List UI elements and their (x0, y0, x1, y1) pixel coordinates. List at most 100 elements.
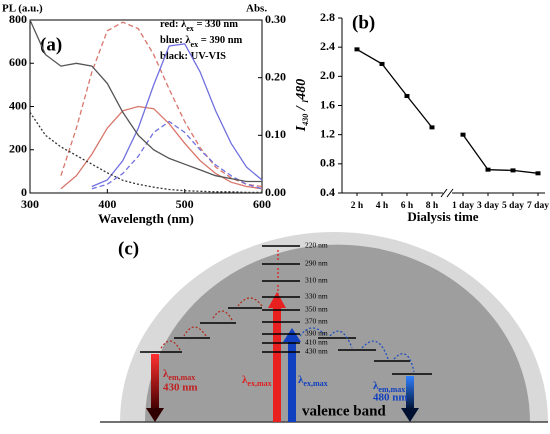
subscript: I (301, 99, 310, 104)
subscript: ex,max (247, 379, 271, 388)
text-part: I (294, 125, 309, 132)
level-label: 430 nm (305, 347, 328, 356)
transfer-arrows (159, 250, 415, 373)
marker (354, 47, 360, 52)
level-label: 310 nm (305, 276, 328, 285)
emission-label: λem,max (373, 380, 405, 395)
marker (535, 171, 541, 176)
x-tick-label: 600 (253, 197, 271, 211)
text-part: blue: λ (160, 35, 191, 46)
panel-label: (b) (352, 12, 375, 33)
x-tick-label: 3 day (477, 201, 499, 211)
x-tick-label: 8 h (426, 201, 439, 211)
y2-axis-label: Abs. (246, 3, 267, 15)
x-tick-label: 400 (98, 197, 116, 211)
x-tick-label: 7 day (527, 201, 549, 211)
y-axis-label: I430 / I480 (294, 79, 310, 132)
x-tick-label: 1 day (452, 201, 474, 211)
y-tick-label: 2.4 (320, 39, 335, 53)
subscript: em,max (168, 373, 195, 382)
x-tick-label: 6 h (401, 201, 414, 211)
y-tick-label: 1.2 (320, 126, 335, 140)
text-part: λ (373, 380, 379, 392)
y-tick-label: 2.0 (320, 68, 335, 82)
text-part: red: λ (160, 19, 187, 30)
excitation-label: λex,max (298, 374, 328, 389)
side-levels (140, 307, 432, 375)
data-line (60, 105, 263, 190)
level-label: 330 nm (305, 292, 328, 301)
annotation: black: UV-VIS (160, 51, 226, 62)
subscript: em,max (378, 385, 405, 394)
y-tick-label: 0.8 (320, 156, 335, 170)
axis-break (443, 188, 452, 198)
marker (485, 167, 491, 172)
annotation: blue: λex = 390 nm (160, 35, 243, 49)
data-line (29, 111, 262, 194)
x-tick-label: 5 day (502, 201, 524, 211)
data-line (356, 48, 433, 128)
marker (510, 168, 516, 173)
x-axis-label: Dialysis time (407, 209, 478, 224)
y2-tick-label: 0.20 (265, 69, 286, 83)
excitation-label: λex,max (242, 374, 272, 389)
level-label: 370 nm (305, 317, 328, 326)
level-label: 410 nm (305, 338, 328, 347)
emission-value: 430 nm (163, 382, 198, 394)
data-line (29, 19, 262, 183)
axis-break-mark (440, 188, 454, 198)
marker (429, 125, 435, 130)
panel-a: PL (a.u.) Abs. Wavelength (nm) (a) 300 40… (2, 3, 286, 226)
y2-tick-label: 0.30 (265, 12, 286, 26)
y-tick-label: 0 (21, 185, 27, 199)
data-line (60, 21, 263, 188)
arrowhead (268, 292, 286, 308)
level-label: 350 nm (305, 305, 328, 314)
marker (460, 132, 466, 137)
level-label: 290 nm (305, 259, 328, 268)
panel-label: (c) (118, 238, 139, 259)
text-part: = 390 nm (198, 35, 242, 46)
emission-arrow-red (151, 354, 159, 410)
subscript: ex (186, 24, 194, 33)
emission-label: λem,max (163, 368, 195, 383)
subscript: 430 (301, 114, 310, 127)
data-line (91, 120, 263, 190)
y-tick-label: 200 (9, 142, 27, 156)
text-part: λ (298, 374, 304, 386)
annotation: red: λex = 330 nm (160, 19, 238, 33)
y-tick-label: 0.4 (320, 185, 335, 199)
emission-value: 480 nm (373, 392, 408, 404)
x-axis-label: Wavelength (nm) (98, 211, 194, 226)
subscript: ex,max (303, 379, 327, 388)
y-tick-label: 400 (9, 98, 27, 112)
x-tick-label: 300 (21, 197, 39, 211)
text-part: 480 (294, 79, 309, 101)
y-tick-label: 1.6 (320, 97, 335, 111)
excitation-arrow-blue (288, 340, 296, 422)
arrowhead (146, 408, 164, 422)
x-tick-label: 4 h (376, 201, 389, 211)
y-tick-label: 800 (9, 12, 27, 26)
text-part: λ (242, 374, 248, 386)
panel-b: Dialysis time (b) 0.4 0.8 1.2 1.6 2.0 2.4 2.8 2… (294, 10, 549, 224)
panel-c: (c) λem,max 430 nm λex,max λex,max λem,m… (100, 232, 548, 423)
x-tick-label: 500 (176, 197, 194, 211)
y-axis-label: PL (a.u.) (2, 3, 43, 15)
data-line (91, 43, 263, 188)
y2-tick-label: 0.00 (265, 185, 286, 199)
y-tick-label: 600 (9, 55, 27, 69)
text-part: λ (163, 368, 169, 380)
text-part: / (294, 103, 309, 114)
emission-arrow-blue (406, 376, 414, 410)
excitation-arrow-red (273, 306, 281, 422)
level-label: 220 nm (305, 241, 328, 250)
marker (379, 61, 385, 66)
level-label: 390 nm (305, 329, 328, 338)
band-label: valence band (302, 403, 386, 419)
arrowhead (283, 328, 301, 342)
y-tick-label: 2.8 (320, 10, 335, 24)
text-part: = 330 nm (194, 19, 238, 30)
text-part: black: UV-VIS (160, 51, 226, 62)
